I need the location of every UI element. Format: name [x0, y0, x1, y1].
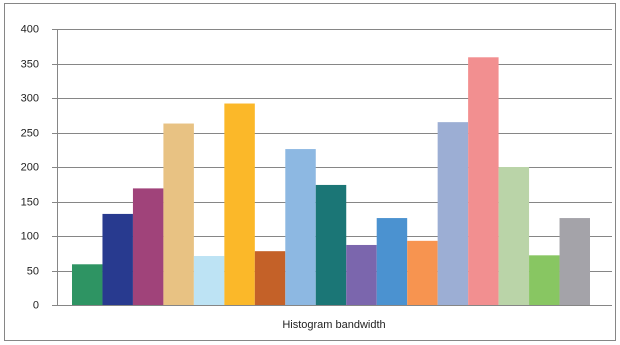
bar: [376, 218, 408, 305]
y-tick-label: 300: [21, 92, 39, 104]
bar: [559, 218, 590, 305]
x-axis-label: Histogram bandwidth: [282, 319, 385, 331]
y-tick-label: 50: [27, 265, 39, 277]
bar: [102, 213, 133, 305]
bar: [498, 167, 530, 305]
bar: [132, 188, 164, 305]
bar: [437, 122, 469, 306]
bar: [254, 251, 286, 305]
bar: [468, 57, 499, 305]
y-tick-label: 100: [21, 230, 39, 242]
y-tick-label: 400: [21, 23, 39, 35]
bar: [193, 256, 225, 305]
y-tick-label: 150: [21, 196, 39, 208]
bar: [72, 264, 103, 305]
bar: [224, 103, 255, 306]
y-tick-label: 350: [21, 58, 39, 70]
y-tick-label: 0: [33, 299, 39, 311]
bar: [315, 184, 347, 305]
bar: [346, 244, 377, 305]
bar: [407, 240, 438, 305]
bar: [285, 149, 316, 305]
bar: [529, 255, 560, 305]
y-tick-label: 250: [21, 127, 39, 139]
y-tick-label: 200: [21, 161, 39, 173]
bar: [163, 123, 194, 305]
